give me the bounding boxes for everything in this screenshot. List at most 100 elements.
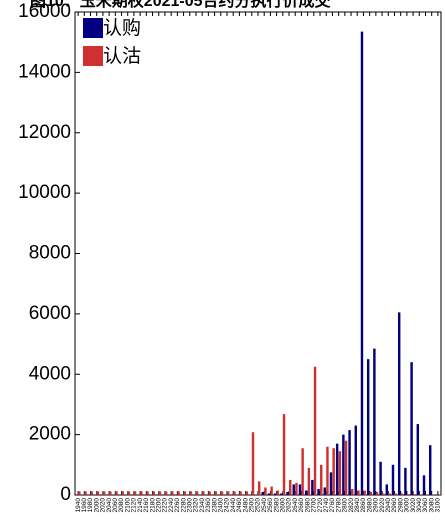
y-tick-label: 16000 [18, 1, 71, 22]
x-tick-label: 2000 [93, 498, 100, 513]
bar [90, 491, 93, 495]
bar [311, 479, 314, 495]
bar [102, 491, 106, 495]
bar [233, 491, 236, 495]
bar [338, 451, 342, 495]
bar [115, 491, 118, 495]
bar [286, 491, 289, 495]
bar [226, 491, 230, 495]
x-tick-label: 2860 [360, 498, 367, 513]
bar [164, 491, 168, 495]
x-tick-label: 3020 [410, 498, 417, 513]
x-tick-label: 2880 [366, 498, 373, 513]
x-tick-label: 2160 [143, 498, 150, 513]
bar [406, 494, 410, 495]
bar [317, 488, 320, 495]
x-tick-label: 2240 [168, 498, 175, 513]
y-tick-label: 10000 [18, 182, 71, 203]
x-tick-label: 2700 [311, 498, 318, 513]
bar [404, 467, 407, 495]
bar [273, 493, 277, 495]
x-tick-label: 2420 [224, 498, 231, 513]
bar [416, 424, 420, 495]
bar [425, 494, 428, 495]
bar [357, 490, 360, 495]
bar [133, 491, 137, 495]
x-tick-label: 1960 [81, 498, 88, 513]
x-tick-label: 2440 [230, 498, 237, 513]
bar [397, 312, 401, 495]
bar [419, 494, 422, 495]
y-tick-label: 8000 [29, 243, 71, 264]
bar [177, 491, 180, 495]
bar [313, 366, 317, 495]
bar [344, 440, 348, 495]
bar [335, 443, 339, 495]
bar [214, 491, 218, 495]
x-tick-label: 2080 [118, 498, 125, 513]
x-tick-label: 2120 [131, 498, 138, 513]
x-tick-label: 2140 [137, 498, 144, 513]
y-tick-label: 12000 [18, 122, 71, 143]
bar [348, 430, 351, 495]
bar [342, 434, 345, 495]
bar [307, 467, 311, 495]
x-tick-label: 2680 [304, 498, 311, 513]
x-tick-label: 2740 [323, 498, 330, 513]
bar [332, 448, 335, 495]
bar [373, 348, 376, 495]
x-tick-label: 2040 [106, 498, 113, 513]
x-tick-label: 2800 [342, 498, 349, 513]
x-tick-label: 2620 [286, 498, 293, 513]
x-tick-label: 2220 [162, 498, 169, 513]
x-tick-label: 2580 [273, 498, 280, 513]
x-tick-label: 2320 [193, 498, 200, 513]
y-tick-label: 14000 [18, 61, 71, 82]
bar [323, 487, 326, 495]
bar [388, 493, 391, 495]
bar [158, 491, 162, 495]
plot-frame [74, 11, 442, 496]
bar [261, 491, 264, 495]
y-tick-label: 4000 [29, 363, 71, 384]
x-tick-label: 2960 [391, 498, 398, 513]
x-tick-label: 2640 [292, 498, 299, 513]
bar [267, 493, 271, 495]
bar [382, 493, 385, 495]
x-tick-label: 2300 [186, 498, 193, 513]
legend-label: 认沽 [103, 45, 141, 67]
x-tick-label: 2400 [217, 498, 224, 513]
x-tick-label: 2940 [385, 498, 392, 513]
x-tick-label: 1940 [75, 498, 82, 513]
x-tick-label: 2820 [348, 498, 355, 513]
x-tick-label: 2200 [155, 498, 162, 513]
bar [220, 491, 224, 495]
bar [298, 484, 302, 495]
bar [183, 491, 186, 495]
bar [78, 491, 81, 495]
x-tick-label: 2280 [180, 498, 187, 513]
bar [258, 481, 261, 495]
bar [351, 488, 354, 495]
bar [304, 490, 308, 495]
bar [140, 491, 143, 495]
x-tick-label: 2600 [280, 498, 287, 513]
x-tick-label: 2980 [397, 498, 404, 513]
bar [239, 491, 242, 495]
x-tick-label: 2100 [124, 498, 131, 513]
bar [422, 475, 426, 495]
x-tick-label: 2660 [298, 498, 305, 513]
bar [208, 491, 211, 495]
bar [431, 494, 435, 495]
bar [394, 493, 397, 495]
bar [413, 494, 416, 495]
x-tick-label: 2340 [199, 498, 206, 513]
x-tick-label: 3060 [422, 498, 429, 513]
bar [202, 491, 205, 495]
x-tick-label: 2060 [112, 498, 119, 513]
y-tick-label: 6000 [29, 303, 71, 324]
x-tick-label: 3100 [435, 498, 442, 513]
bar [146, 491, 149, 495]
bar [400, 493, 404, 495]
